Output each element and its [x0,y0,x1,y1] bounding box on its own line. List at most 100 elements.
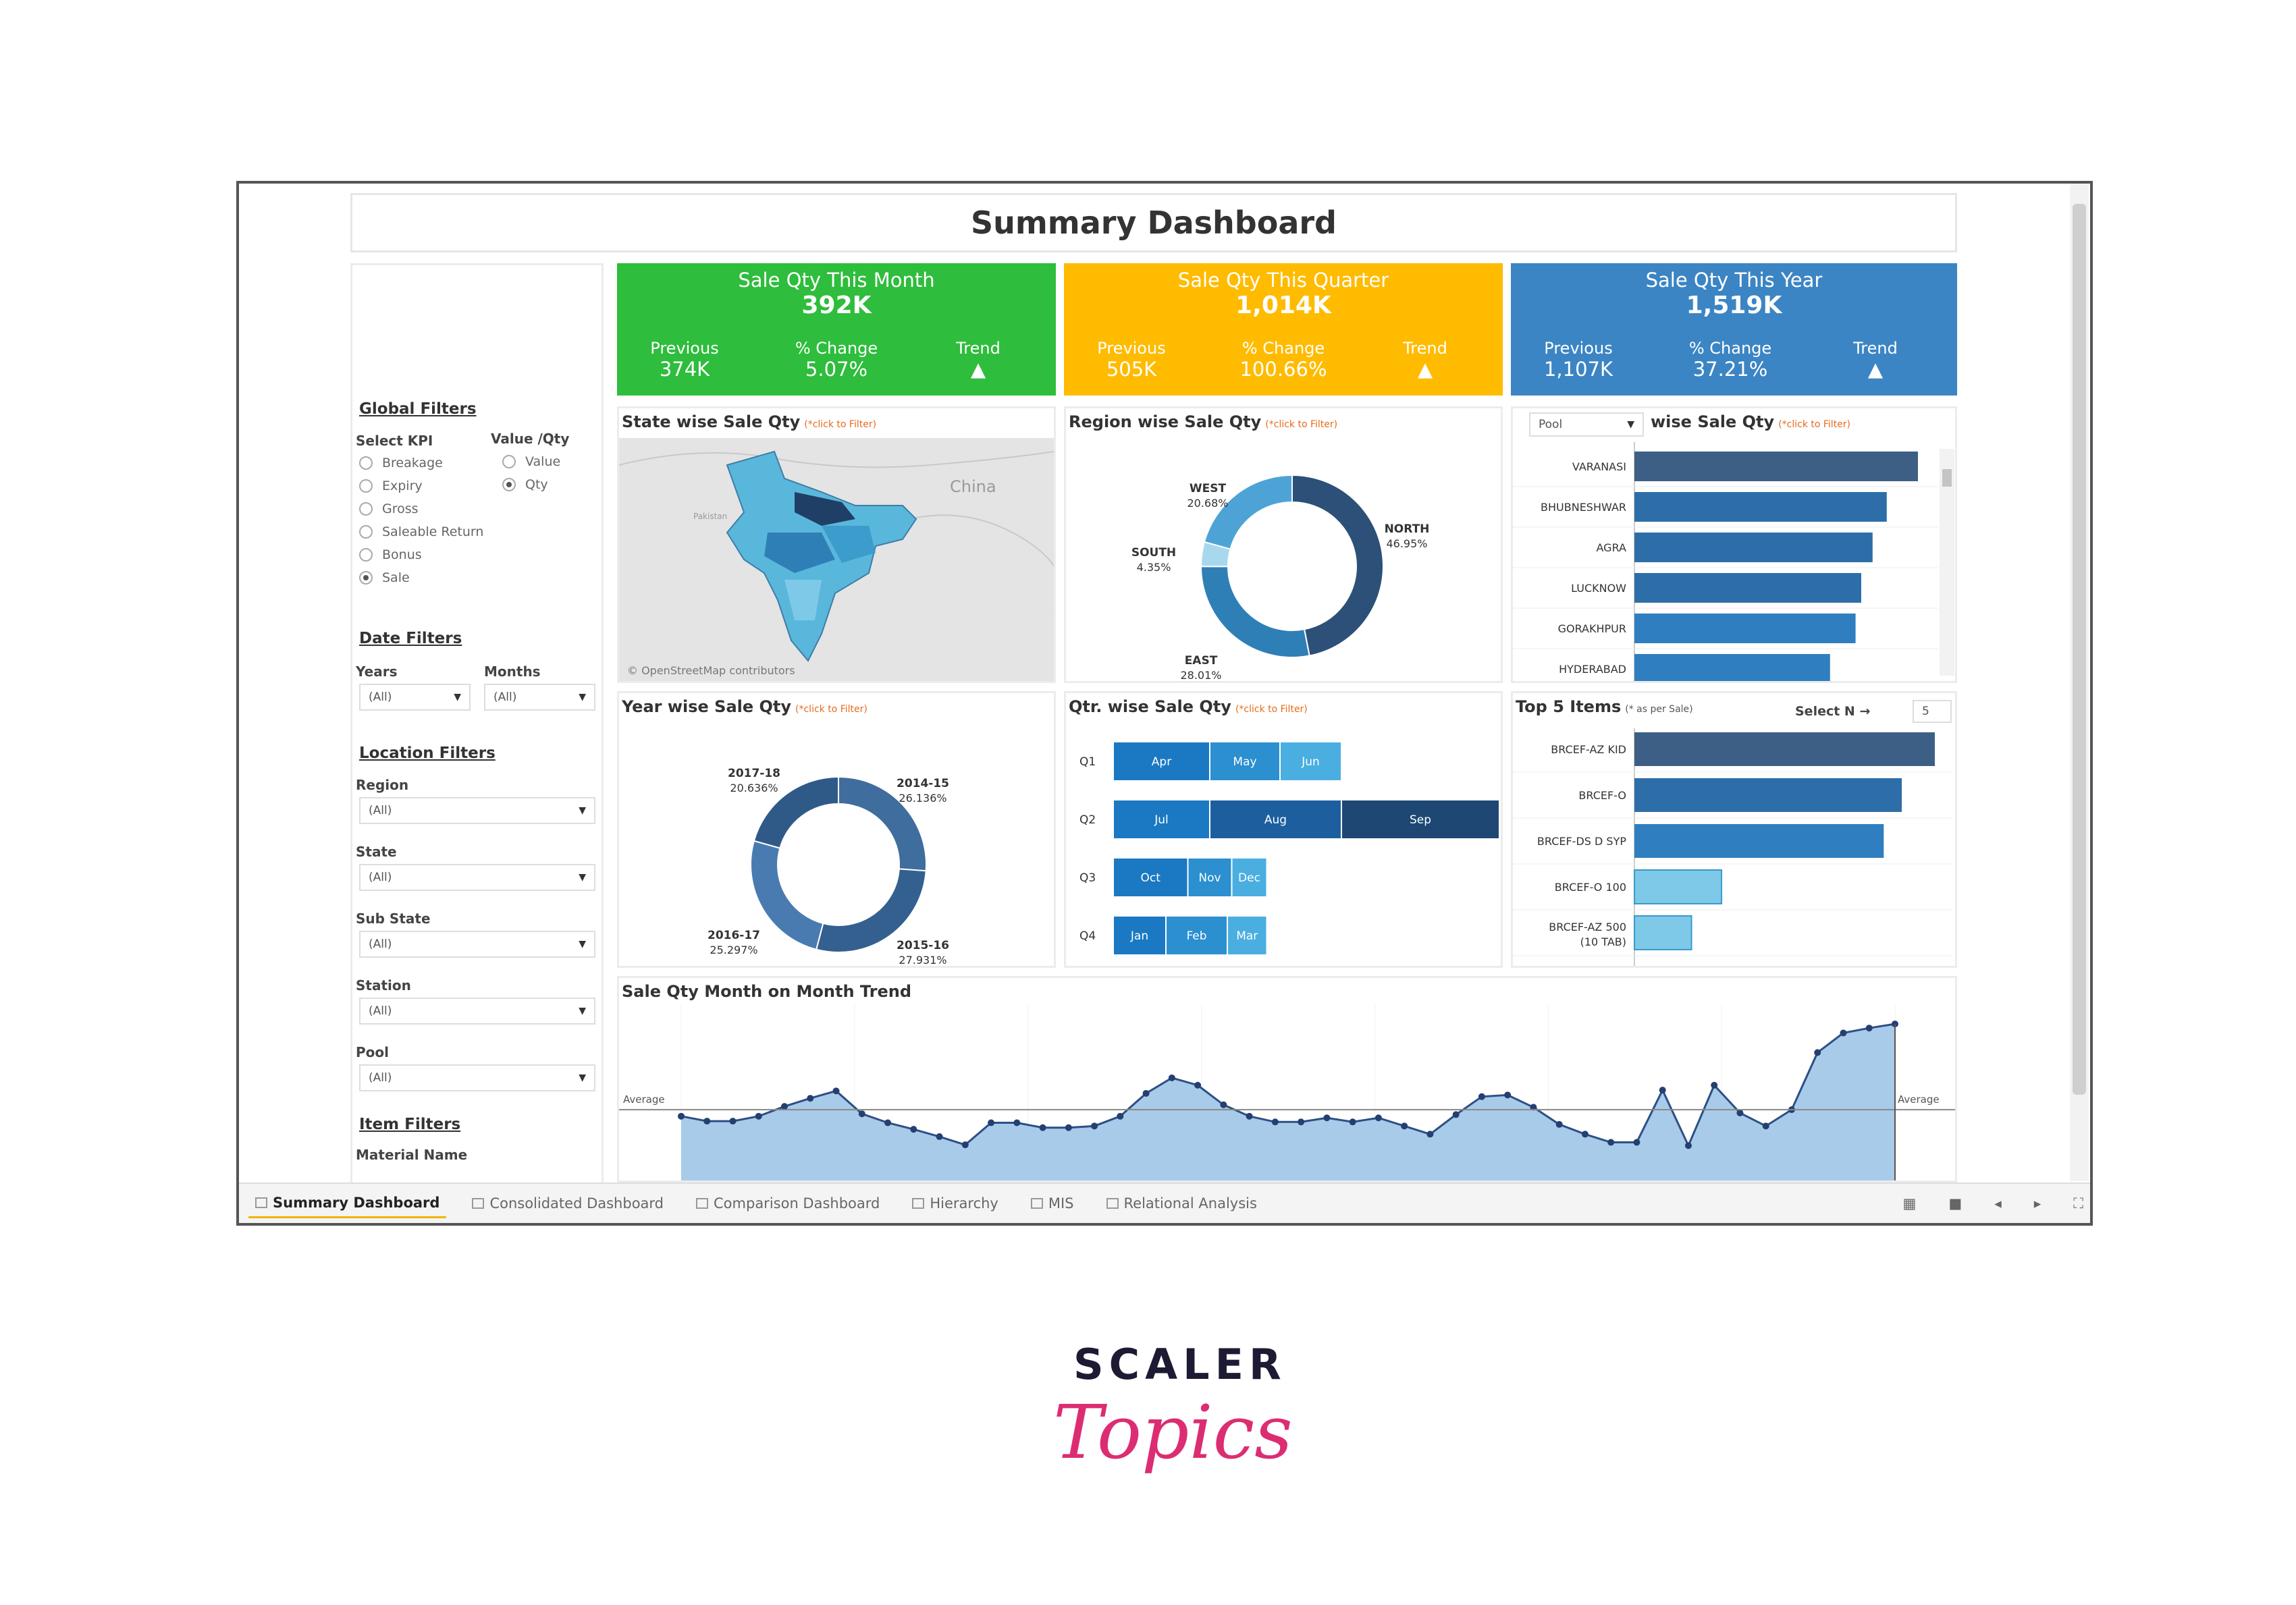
radio-button[interactable] [359,525,373,539]
filmstrip-view-icon[interactable]: ■ [1948,1195,1963,1212]
top5-bar[interactable] [1634,778,1902,812]
qtr-month-segment[interactable] [1341,799,1500,840]
trend-point[interactable] [1711,1081,1718,1089]
trend-point[interactable] [1323,1114,1331,1122]
qtr-month-segment[interactable] [1113,915,1167,956]
tab-hierarchy[interactable]: Hierarchy [905,1190,1005,1217]
pool-bar[interactable] [1634,573,1861,603]
trend-point[interactable] [1168,1074,1175,1081]
top5-bar[interactable] [1634,915,1692,950]
pool-filter-dropdown[interactable]: (All) ▼ [359,1064,595,1091]
pool-bar[interactable] [1634,533,1873,562]
kpi-option[interactable]: Breakage [359,456,483,470]
tab-comparison-dashboard[interactable]: Comparison Dashboard [689,1190,886,1217]
trend-point[interactable] [1246,1112,1253,1120]
radio-button[interactable] [359,456,373,470]
year-donut-chart[interactable]: 2014-15 26.136% 2015-16 27.931% 2016-17 25.29… [619,723,1054,966]
trend-point[interactable] [910,1126,917,1133]
trend-point[interactable] [807,1095,814,1102]
trend-point[interactable] [1607,1139,1615,1146]
radio-button[interactable] [502,455,516,468]
india-map[interactable]: China Pakistan © OpenStreetMap contribut… [619,438,1054,681]
kpi-option[interactable]: Sale [359,570,483,585]
trend-point[interactable] [1194,1081,1202,1089]
value-qty-option[interactable]: Value [502,454,560,469]
donut-slice[interactable] [1291,474,1384,657]
pool-scroll-thumb[interactable] [1942,469,1952,487]
grid-view-icon[interactable]: ▦ [1902,1195,1917,1212]
top5-bar[interactable] [1634,869,1723,904]
qtr-month-segment[interactable] [1165,915,1228,956]
trend-point[interactable] [1581,1131,1588,1138]
qtr-month-segment[interactable] [1113,799,1210,840]
kpi-option[interactable]: Bonus [359,547,483,562]
prev-sheet-icon[interactable]: ◂ [1994,1195,2002,1212]
qtr-stacked-bar-chart[interactable]: Q1 Apr May Jun Q2 Jul Aug Sep Q3 Oct Nov Dec Q4 Jan Fe… [1066,723,1501,966]
trend-point[interactable] [1401,1122,1408,1130]
radio-button[interactable] [359,479,373,493]
trend-point[interactable] [1452,1111,1460,1118]
trend-point[interactable] [678,1112,685,1120]
trend-point[interactable] [1298,1118,1305,1126]
qtr-month-segment[interactable] [1187,857,1233,898]
trend-point[interactable] [1478,1093,1485,1100]
trend-point[interactable] [1504,1091,1512,1099]
donut-slice[interactable] [750,840,824,951]
radio-button[interactable] [502,478,516,491]
trend-area[interactable] [681,1024,1895,1182]
trend-area-chart[interactable]: Average Average [619,1005,1955,1182]
trend-point[interactable] [1530,1104,1537,1111]
trend-point[interactable] [1142,1089,1150,1097]
tab-consolidated-dashboard[interactable]: Consolidated Dashboard [465,1190,670,1217]
trend-point[interactable] [961,1141,969,1149]
trend-point[interactable] [755,1112,762,1120]
select-n-input[interactable]: 5 [1913,700,1952,723]
trend-point[interactable] [1814,1049,1821,1056]
top5-bar[interactable] [1634,824,1884,858]
state-dropdown[interactable]: (All) ▼ [359,864,595,891]
trend-line[interactable] [680,1023,1896,1149]
donut-slice[interactable] [838,776,927,872]
tab-summary-dashboard[interactable]: Summary Dashboard [248,1189,447,1218]
trend-point[interactable] [1736,1109,1744,1116]
trend-point[interactable] [703,1118,711,1125]
trend-point[interactable] [1659,1087,1666,1094]
donut-slice[interactable] [1203,474,1293,550]
trend-point[interactable] [1840,1029,1847,1037]
trend-point[interactable] [781,1103,789,1110]
trend-point[interactable] [1865,1025,1873,1032]
years-dropdown[interactable]: (All) ▼ [359,684,471,711]
pool-bar-chart[interactable]: VARANASI BHUBNESHWAR AGRA LUCKNOW GORAKHPUR H… [1513,442,1945,682]
window-scroll-thumb[interactable] [2073,204,2086,1095]
region-dropdown[interactable]: (All) ▼ [359,797,595,824]
state-madhya-pradesh[interactable] [764,533,835,573]
pool-bar[interactable] [1634,492,1887,522]
kpi-quarter-tile[interactable]: Sale Qty This Quarter 1,014K Previous 505… [1064,263,1503,396]
donut-slice[interactable] [815,868,927,953]
trend-point[interactable] [1013,1119,1021,1126]
trend-point[interactable] [988,1119,995,1126]
qtr-month-segment[interactable] [1279,741,1342,782]
substate-dropdown[interactable]: (All) ▼ [359,931,595,958]
station-dropdown[interactable]: (All) ▼ [359,998,595,1025]
trend-point[interactable] [1762,1122,1769,1130]
trend-point[interactable] [1555,1120,1563,1128]
kpi-year-tile[interactable]: Sale Qty This Year 1,519K Previous 1,107K… [1511,263,1957,396]
pool-scrollbar[interactable] [1940,449,1954,676]
fullscreen-icon[interactable]: ⛶ [2073,1195,2083,1212]
kpi-option[interactable]: Expiry [359,479,483,493]
kpi-month-tile[interactable]: Sale Qty This Month 392K Previous 374K % … [617,263,1056,396]
trend-point[interactable] [1374,1114,1382,1122]
qtr-month-segment[interactable] [1227,915,1268,956]
top5-bar[interactable] [1634,732,1935,766]
qtr-month-segment[interactable] [1231,857,1268,898]
trend-point[interactable] [884,1119,892,1126]
trend-point[interactable] [1633,1139,1640,1146]
pool-bar[interactable] [1634,614,1856,643]
tab-mis[interactable]: MIS [1024,1190,1081,1217]
pool-bar[interactable] [1634,654,1830,682]
trend-point[interactable] [1349,1118,1356,1126]
tab-relational-analysis[interactable]: Relational Analysis [1100,1190,1264,1217]
state-east-shape[interactable] [822,526,876,563]
